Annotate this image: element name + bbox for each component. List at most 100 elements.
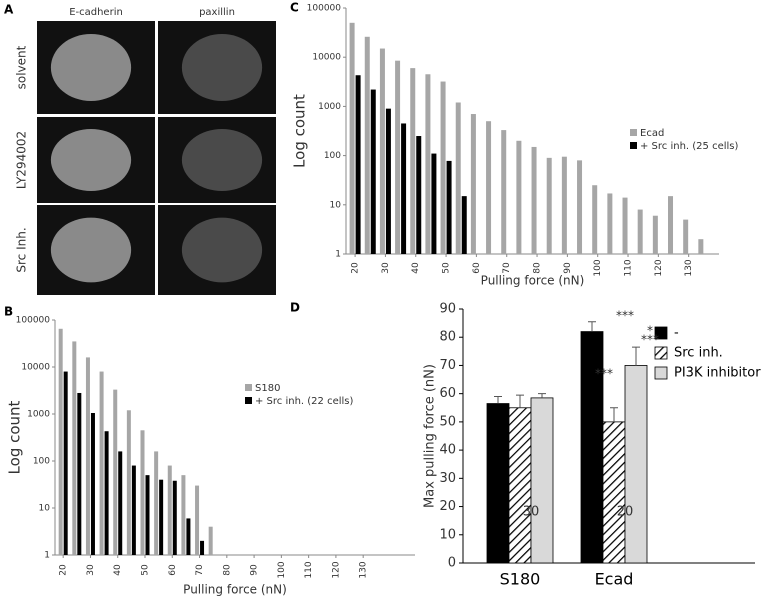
bar <box>118 451 123 555</box>
bar <box>99 371 104 555</box>
y-tick-label: 1000 <box>27 410 50 420</box>
x-tick-label: 40 <box>411 262 421 274</box>
y-axis-label: Max pulling force (nN) <box>423 364 438 508</box>
y-tick-label: 1000 <box>318 102 341 112</box>
x-tick-label: 70 <box>502 262 512 274</box>
bar <box>208 526 213 555</box>
column-header: E-cadherin <box>69 7 123 18</box>
error-bar <box>610 407 618 422</box>
bar <box>637 209 643 254</box>
y-tick-label: 0 <box>448 556 456 571</box>
bar <box>395 60 401 254</box>
x-tick-label: 60 <box>168 564 178 576</box>
bar <box>186 518 191 555</box>
bar <box>58 328 63 555</box>
annotation: * <box>647 324 653 338</box>
bar <box>486 121 492 254</box>
bar <box>461 196 467 254</box>
bar <box>508 407 532 564</box>
error-bar <box>632 346 640 366</box>
y-tick-label: 1 <box>44 551 50 561</box>
error-bar <box>588 321 596 332</box>
bar <box>195 485 200 555</box>
bar <box>379 48 385 254</box>
bar <box>85 357 90 555</box>
x-tick-label: 30 <box>86 564 96 576</box>
bar <box>446 160 452 254</box>
y-axis-label: Log count <box>6 400 24 474</box>
bar <box>364 36 370 254</box>
bar <box>530 397 554 564</box>
bar <box>455 102 461 255</box>
bar <box>546 157 552 254</box>
column-header: paxillin <box>199 7 235 18</box>
x-tick-label: 80 <box>533 262 543 274</box>
y-tick-label: 10 <box>439 527 456 542</box>
bar <box>410 68 416 254</box>
annotation: 20 <box>617 505 634 520</box>
x-tick-label: 20 <box>59 564 69 576</box>
x-axis-label: Pulling force (nN) <box>183 583 287 597</box>
bar <box>181 475 186 555</box>
error-bar <box>494 395 502 404</box>
panel-label: C <box>290 1 299 15</box>
panel-label: B <box>4 305 13 319</box>
x-tick-label: 100 <box>277 561 287 578</box>
x-tick-label: 80 <box>222 564 232 576</box>
bar <box>416 136 422 254</box>
cell-cluster <box>181 129 263 191</box>
x-tick-label: 110 <box>624 259 634 276</box>
bar <box>104 431 109 555</box>
x-tick-label: 50 <box>141 564 151 576</box>
bar <box>698 239 704 254</box>
legend-label: + Src inh. (22 cells) <box>255 396 354 407</box>
x-tick-label: 70 <box>195 564 205 576</box>
bar <box>516 140 522 254</box>
x-tick-label: 120 <box>331 561 341 578</box>
bar <box>154 451 159 555</box>
cell-cluster <box>181 217 263 283</box>
y-tick-label: 40 <box>439 443 456 458</box>
bar <box>172 480 177 555</box>
cell-cluster <box>50 217 132 283</box>
legend-swatch <box>654 366 668 380</box>
panel-label: D <box>290 301 300 315</box>
bar <box>167 465 172 555</box>
legend-label: + Src inh. (25 cells) <box>640 141 739 152</box>
bar <box>355 75 361 254</box>
y-tick-label: 70 <box>439 358 456 373</box>
legend-label: Src inh. <box>674 346 723 361</box>
bar <box>624 365 648 564</box>
legend-swatch <box>245 384 252 391</box>
bar <box>668 196 674 254</box>
cell-cluster <box>50 129 132 191</box>
legend-label: PI3K inhibitor <box>674 366 761 381</box>
bar <box>385 108 391 254</box>
y-tick-label: 10000 <box>312 53 341 63</box>
x-tick-label: 120 <box>654 259 664 276</box>
x-tick-label: 110 <box>304 561 314 578</box>
bar <box>90 413 95 555</box>
panel-label: A <box>4 3 14 17</box>
x-tick-label: Ecad <box>595 570 634 589</box>
bar <box>77 392 82 555</box>
y-tick-label: 20 <box>439 499 456 514</box>
legend-label: Ecad <box>640 128 664 139</box>
x-tick-label: 30 <box>381 262 391 274</box>
bar <box>602 421 626 564</box>
x-tick-label: 60 <box>472 262 482 274</box>
row-label: LY294002 <box>15 131 29 189</box>
bar <box>440 81 446 254</box>
annotation: *** <box>641 333 659 347</box>
x-tick-label: 130 <box>359 561 369 578</box>
bar <box>592 185 598 254</box>
bar <box>349 22 355 255</box>
bar <box>486 403 510 564</box>
y-tick-label: 1 <box>335 250 341 260</box>
bar <box>370 89 376 255</box>
x-tick-label: 40 <box>113 564 123 576</box>
y-tick-label: 10 <box>39 504 51 514</box>
x-tick-label: 90 <box>250 564 260 576</box>
bar <box>622 197 628 254</box>
